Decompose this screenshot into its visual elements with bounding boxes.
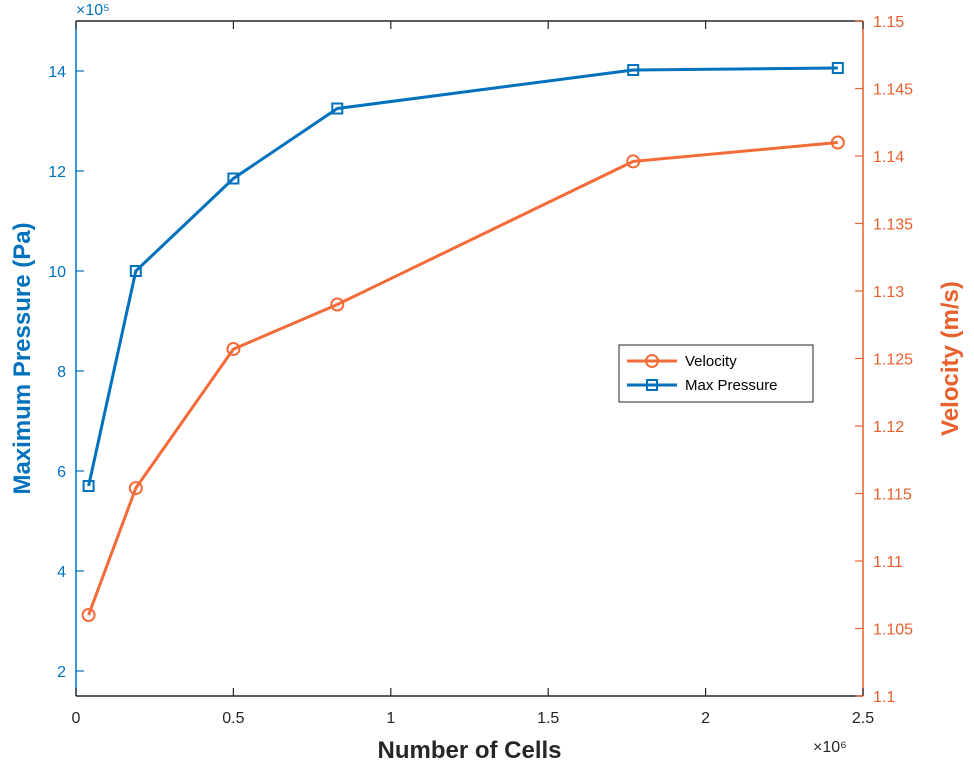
data-point-velocity	[226, 342, 241, 357]
data-point-velocity	[128, 481, 143, 496]
data-point-max-pressure	[627, 64, 640, 76]
data-point-max-pressure	[82, 480, 95, 492]
y-right-tick-label: 1.145	[873, 82, 913, 99]
y-right-tick-label: 1.105	[873, 622, 913, 639]
x-tick-label: 1	[386, 710, 395, 727]
series-line-velocity	[87, 141, 838, 616]
legend: Velocity Max Pressure	[618, 344, 814, 403]
y-right-ticks: 1.1 1.105 1.11 1.115 1.12 1.125 1.13 1.135 1.14 1…	[855, 14, 913, 706]
data-point-max-pressure	[331, 102, 344, 115]
y-left-tick-label: 12	[48, 164, 66, 181]
y-right-tick-label: 1.13	[873, 284, 904, 301]
y-right-tick-label: 1.12	[873, 419, 904, 436]
y-right-axis-label: Velocity (m/s)	[937, 281, 964, 436]
y-left-ticks: 2 4 6 8 10 12 14	[48, 64, 84, 681]
legend-swatch-marker	[645, 354, 659, 368]
legend-label: Max Pressure	[685, 377, 778, 394]
series-layer	[81, 62, 845, 622]
legend-item-velocity: Velocity	[627, 353, 737, 370]
y-left-tick-label: 6	[57, 464, 66, 481]
data-point-velocity	[626, 154, 641, 169]
x-tick-label: 0	[72, 710, 81, 727]
y-right-tick-label: 1.14	[873, 149, 904, 166]
y-right-tick-label: 1.15	[873, 14, 904, 31]
y-right-tick-label: 1.1	[873, 689, 895, 706]
y-left-tick-label: 10	[48, 264, 66, 281]
series-max-pressure	[82, 62, 844, 492]
legend-label: Velocity	[685, 353, 737, 370]
data-point-max-pressure	[227, 172, 240, 185]
series-velocity	[81, 135, 845, 622]
y-left-tick-label: 14	[48, 64, 66, 81]
data-point-velocity	[81, 608, 96, 622]
x-tick-label: 2	[701, 710, 710, 727]
legend-item-max-pressure: Max Pressure	[627, 377, 778, 394]
y-left-tick-label: 2	[57, 664, 66, 681]
x-tick-label: 0.5	[222, 710, 244, 727]
x-exponent-label: ×10⁶	[813, 739, 847, 756]
x-ticks: 0 0.5 1 1.5 2 2.5	[72, 21, 874, 727]
x-axis-label: Number of Cells	[377, 737, 561, 764]
series-line-max-pressure	[87, 66, 838, 487]
x-tick-label: 1.5	[537, 710, 559, 727]
y-right-tick-label: 1.125	[873, 352, 913, 369]
y-right-tick-label: 1.135	[873, 217, 913, 234]
y-left-tick-label: 4	[57, 564, 66, 581]
y-right-tick-label: 1.11	[873, 554, 903, 571]
y-left-axis-label: Maximum Pressure (Pa)	[9, 222, 36, 494]
legend-swatch-marker	[646, 379, 658, 391]
data-point-max-pressure	[831, 62, 844, 74]
data-point-velocity	[330, 297, 345, 312]
data-point-velocity	[830, 135, 845, 150]
data-point-max-pressure	[129, 265, 142, 277]
y-right-tick-label: 1.115	[873, 487, 912, 504]
x-tick-label: 2.5	[852, 710, 874, 727]
y-left-exponent-label: ×10⁵	[76, 2, 110, 19]
y-left-tick-label: 8	[57, 364, 66, 381]
